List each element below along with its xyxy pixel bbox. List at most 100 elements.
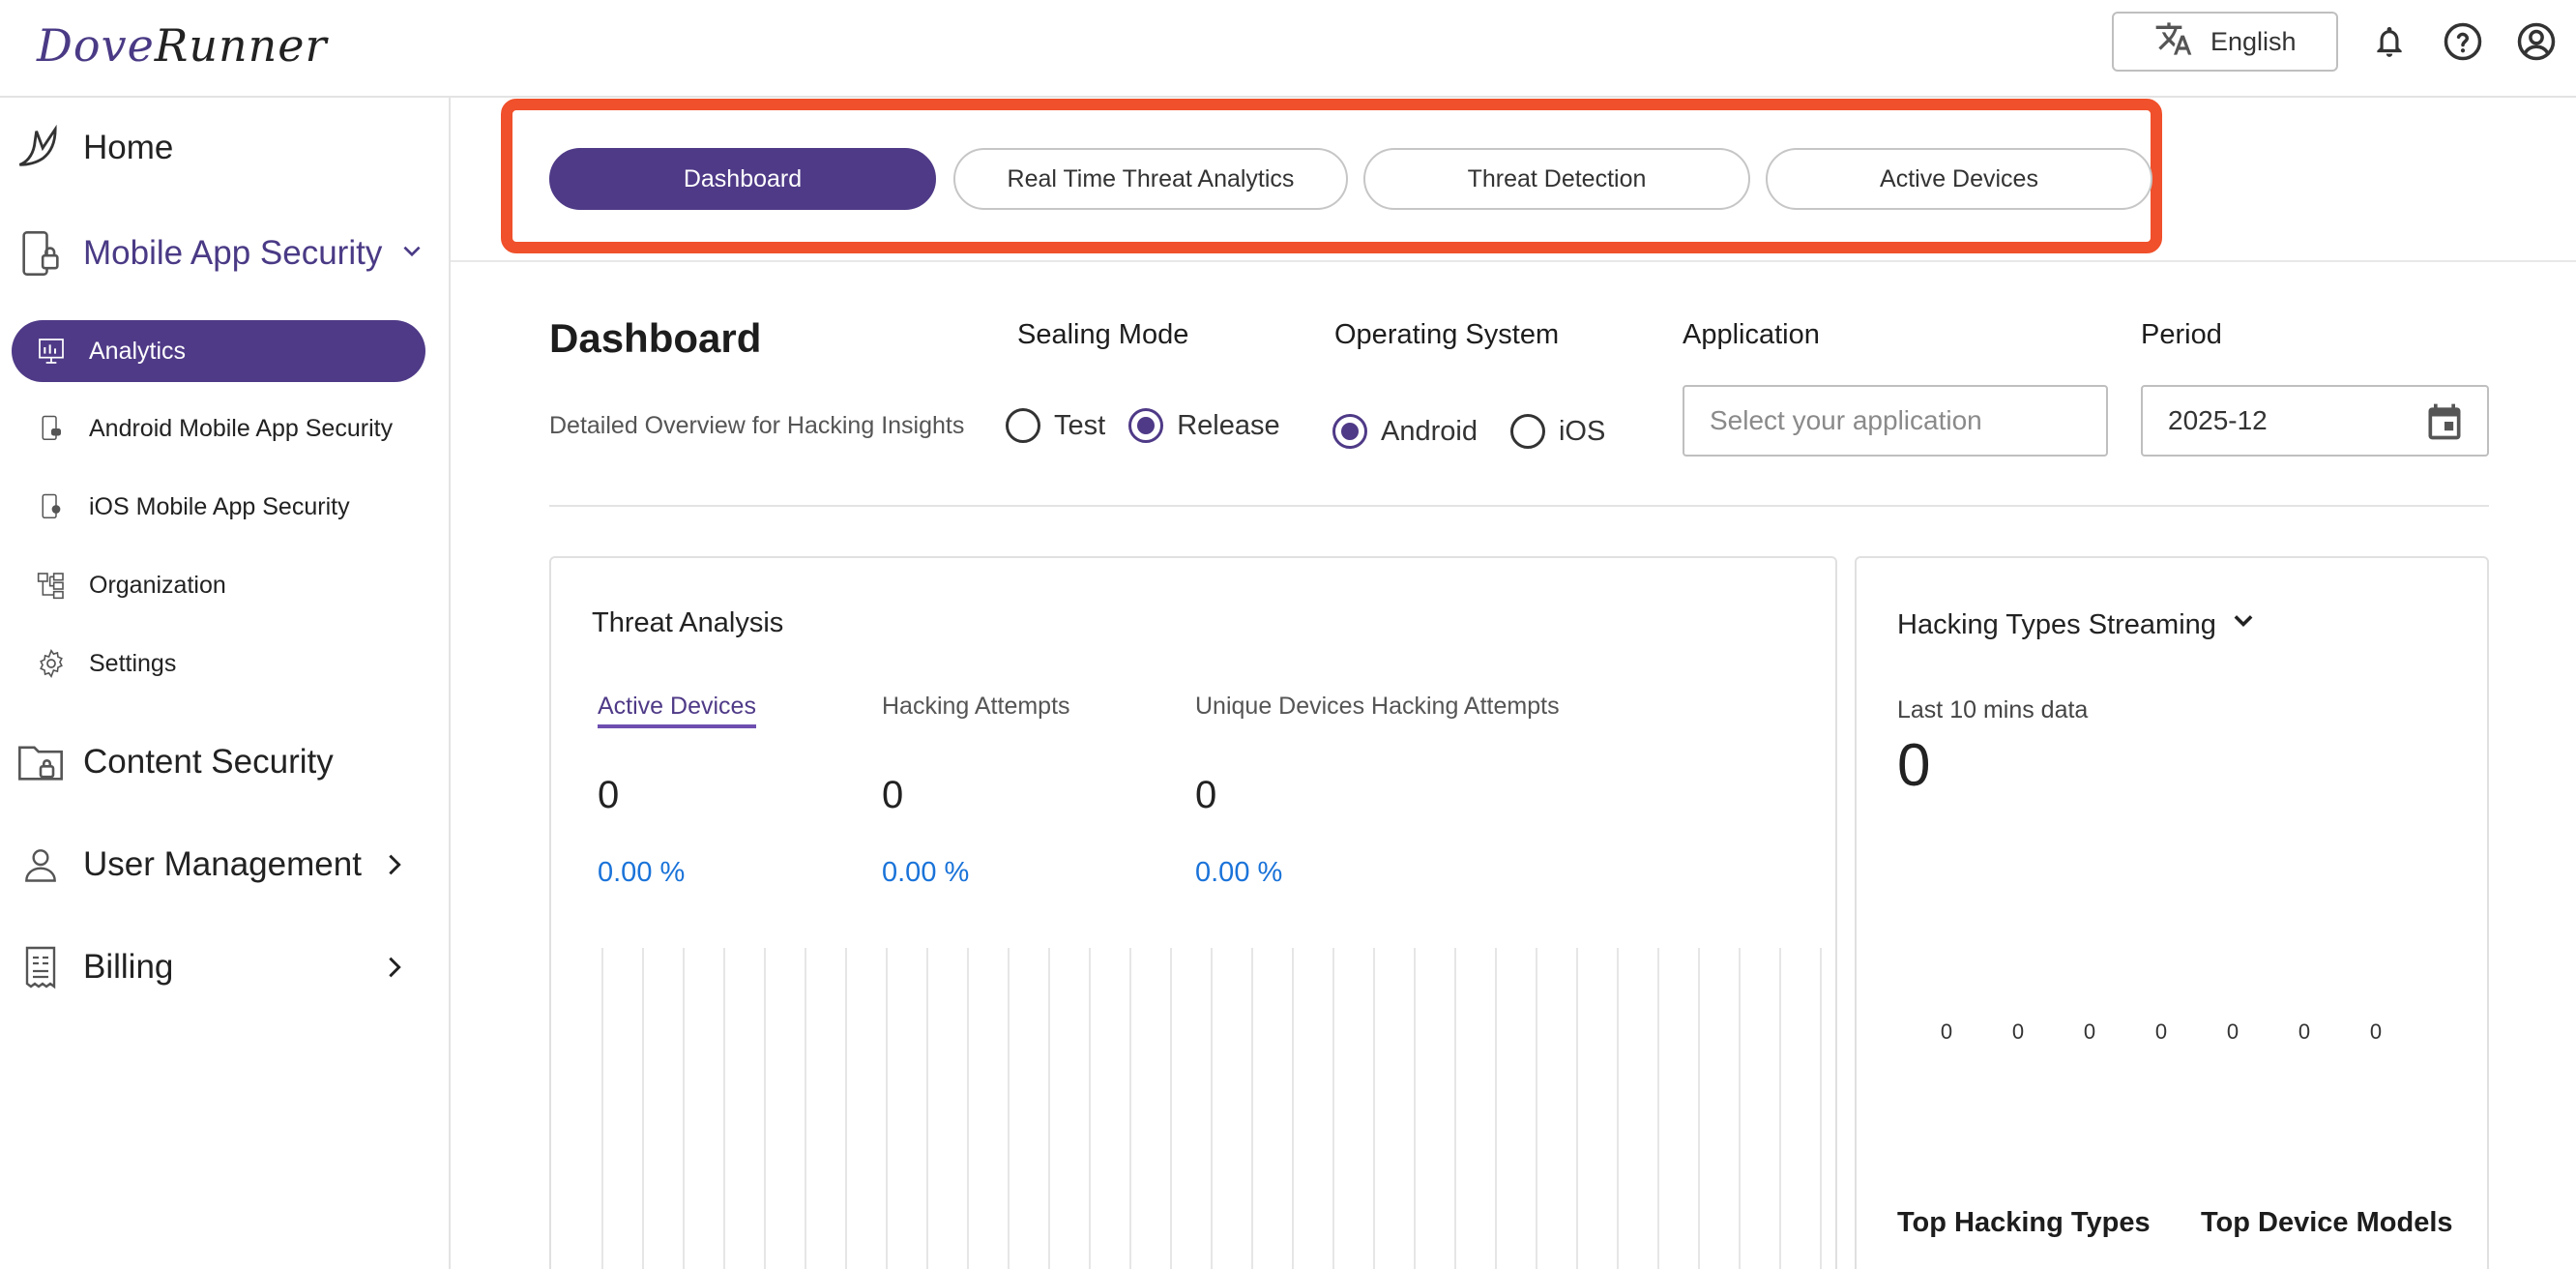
chart-gridline [926,948,928,1269]
sidebar-item-mobile-app-security[interactable]: Mobile App Security [15,228,424,279]
chevron-right-icon[interactable] [381,954,408,986]
metric-tab-hacking-attempts[interactable]: Hacking Attempts [882,693,1070,720]
stream-zero-label: 0 [2369,1019,2383,1044]
sealing-mode-label: Sealing Mode [1017,319,1189,350]
filters-divider [549,505,2489,507]
top-bar: DoveRunner English [0,0,2576,98]
chart-gridline [1698,948,1700,1269]
tabs-highlight-box [501,99,2162,253]
metric-value: 0 [598,774,620,816]
metric-percent: 0.00 % [882,857,970,888]
application-label: Application [1683,319,1820,350]
chart-gridline [642,948,644,1269]
streaming-value: 0 [1897,732,1931,799]
chart-gridline [1292,948,1294,1269]
chart-gridline [1008,948,1010,1269]
page-title: Dashboard [549,315,762,361]
operating-system-label: Operating System [1334,319,1560,350]
chart-gridline [1373,948,1375,1269]
sidebar-item-ios-mobile-app-security[interactable]: iOS Mobile App Security [12,476,425,538]
chevron-down-icon [399,234,424,273]
top-device-models-heading: Top Device Models [2201,1207,2453,1238]
metric-tab-unique-devices[interactable]: Unique Devices Hacking Attempts [1195,693,1560,720]
chart-gridline [886,948,888,1269]
stream-zero-label: 0 [2298,1019,2311,1044]
period-label: Period [2141,319,2222,350]
invoice-icon [15,942,66,992]
page-subtitle: Detailed Overview for Hacking Insights [549,412,965,439]
chart-gridline [805,948,806,1269]
sidebar-item-settings[interactable]: Settings [12,633,425,694]
sidebar-item-user-management[interactable]: User Management [15,840,362,890]
metric-percent: 0.00 % [598,857,686,888]
threat-analysis-card [549,556,1837,1269]
chart-gridline [1414,948,1416,1269]
language-button[interactable]: English [2112,12,2338,72]
chart-gridline [1576,948,1578,1269]
tab-dashboard[interactable]: Dashboard [549,148,936,210]
chart-gridline [845,948,847,1269]
chart-gridline [1657,948,1659,1269]
analytics-icon [35,335,68,368]
tab-active-devices[interactable]: Active Devices [1766,148,2152,210]
translate-icon [2154,19,2193,65]
logo[interactable]: DoveRunner [37,19,328,72]
hacking-types-streaming-card [1855,556,2489,1269]
chart-gridline [683,948,685,1269]
bell-icon[interactable] [2369,21,2410,62]
stream-zero-label: 0 [2011,1019,2025,1044]
sidebar-item-home[interactable]: Home [15,123,173,173]
os-radio-group: Android iOS [1332,414,1628,449]
chevron-right-icon[interactable] [381,851,408,883]
radio-ios[interactable]: iOS [1509,414,1605,449]
chart-gridline [1820,948,1822,1269]
chart-gridline [723,948,725,1269]
tab-real-time-threat-analytics[interactable]: Real Time Threat Analytics [953,148,1348,210]
home-bird-icon [15,123,66,173]
sidebar-item-content-security[interactable]: Content Security [15,737,334,787]
streaming-subtitle: Last 10 mins data [1897,696,2089,723]
sidebar-item-android-mobile-app-security[interactable]: Android Mobile App Security [12,398,425,459]
stream-zero-label: 0 [2154,1019,2168,1044]
radio-release[interactable]: Release [1128,408,1280,443]
tab-bar [451,98,2576,262]
chart-gridline [1129,948,1131,1269]
top-hacking-types-heading: Top Hacking Types [1897,1207,2151,1238]
chart-gridline [1332,948,1334,1269]
radio-android[interactable]: Android [1332,414,1478,449]
help-icon[interactable] [2443,21,2483,62]
user-account-icon[interactable] [2516,21,2557,62]
application-select[interactable]: Select your application [1683,385,2108,457]
stream-zero-label: 0 [2083,1019,2096,1044]
chart-gridline [1536,948,1537,1269]
tab-threat-detection[interactable]: Threat Detection [1363,148,1750,210]
chart-gridline [1170,948,1172,1269]
chart-gridline [1089,948,1091,1269]
sidebar [0,98,451,1269]
period-input[interactable]: 2025-12 [2141,385,2489,457]
sealing-mode-radio-group: Test Release [1006,408,1303,443]
chart-gridline [1739,948,1741,1269]
stream-zero-label: 0 [1940,1019,1953,1044]
metric-percent: 0.00 % [1195,857,1283,888]
mobile-lock-icon [15,228,66,279]
sidebar-item-organization[interactable]: Organization [12,554,425,616]
language-label: English [2210,26,2297,56]
chart-gridline [764,948,766,1269]
radio-test[interactable]: Test [1006,408,1105,443]
threat-analysis-title: Threat Analysis [592,607,784,638]
chart-gridline [1495,948,1497,1269]
chart-gridline [601,948,603,1269]
metric-value: 0 [1195,774,1217,816]
sidebar-item-analytics[interactable]: Analytics [12,320,425,382]
chart-gridline [1617,948,1619,1269]
user-icon [15,840,66,890]
chart-gridline [1211,948,1213,1269]
calendar-icon[interactable] [2423,400,2466,450]
organization-icon [35,569,68,602]
streaming-title-dropdown[interactable]: Hacking Types Streaming [1897,607,2257,642]
metric-tab-active-devices[interactable]: Active Devices [598,693,756,728]
chart-gridline [1048,948,1050,1269]
sidebar-item-billing[interactable]: Billing [15,942,173,992]
ios-phone-icon [35,490,68,523]
